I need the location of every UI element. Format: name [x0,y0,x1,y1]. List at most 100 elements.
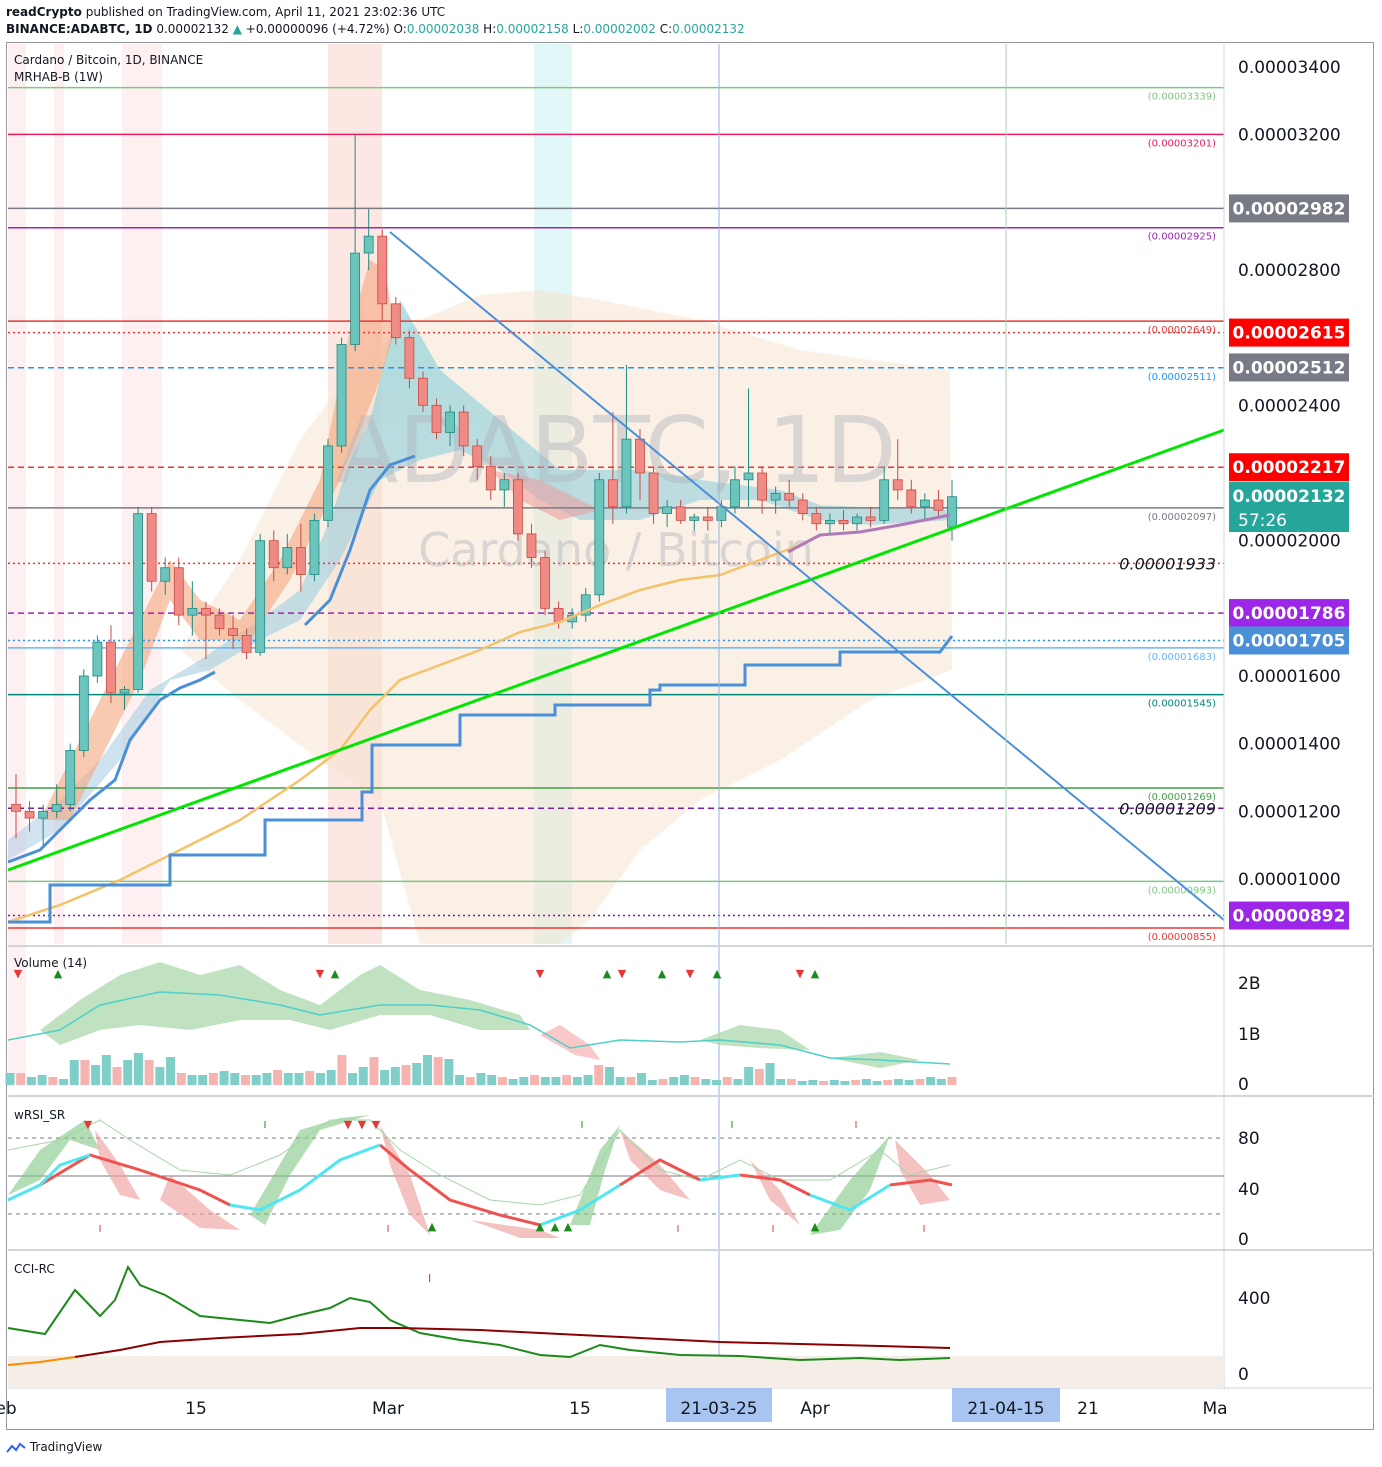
arrow-up-icon: ▲ [811,1220,820,1233]
level-annotation: 0.00001209 [1119,799,1216,818]
candle [309,513,320,582]
candle [241,628,252,660]
price-badge: 0.00002512 [1229,353,1349,382]
volume-bar [604,1067,614,1085]
arrow-up-icon: ▲ [54,967,63,980]
volume-bar [208,1073,218,1085]
time-tick: Ma [1202,1399,1227,1419]
candle [119,686,130,710]
low-value: 0.00002002 [583,22,656,36]
candle [282,533,293,575]
last-price: 0.00002132 [156,22,229,36]
legend: Cardano / Bitcoin, 1D, BINANCE MRHAB-B (… [14,53,203,84]
candle [675,500,686,524]
rsi-tick-marker: I [387,1224,390,1235]
volume-bar [819,1081,829,1085]
symbol-label: BINANCE:ADABTC, 1D [6,22,153,36]
candle [445,405,455,446]
volume-bar [669,1077,679,1085]
volume-bar [872,1081,882,1085]
svg-text:0.00001705: 0.00001705 [1233,631,1346,651]
arrow-up-icon: ▲ [811,967,820,980]
volume-bar [893,1079,903,1085]
candle [472,439,483,480]
candle [106,625,116,704]
volume-bar [883,1080,893,1085]
candle [485,456,496,501]
svg-text:21-04-15: 21-04-15 [967,1399,1044,1419]
volume-bar [476,1073,486,1085]
candle [540,550,550,616]
volume-bar [294,1073,304,1085]
arrow-up-icon: ▲ [603,967,612,980]
candle [336,337,347,453]
arrow-up-icon: ▲ [428,1220,437,1233]
price-tick: 0.00002000 [1238,532,1341,552]
volume-tick: 0 [1238,1075,1249,1095]
svg-text:0.00002512: 0.00002512 [1233,358,1346,378]
volume-bar [637,1073,647,1085]
level-label-14: (0.00001269) [1148,792,1216,803]
time-highlight-label: 21-04-15 [952,1388,1060,1422]
volume-bar [455,1075,465,1085]
volume-bar [337,1055,347,1085]
level-label-6: (0.00002511) [1148,372,1216,383]
volume-bar [808,1080,818,1085]
svg-text:0.00002132: 0.00002132 [1233,487,1346,507]
volume-bar [273,1070,283,1085]
rsi-tick: 40 [1238,1180,1260,1200]
volume-bar [401,1065,411,1085]
volume-bar [465,1077,475,1085]
volume-bar [530,1075,540,1085]
level-label-18: (0.00000855) [1148,932,1216,943]
arrow-down-icon: ▼ [618,967,627,980]
rsi-tick-marker: I [772,1224,775,1235]
volume-bar [754,1069,764,1085]
candle [92,635,103,683]
volume-bar [348,1073,358,1085]
candle [621,364,632,514]
rsi-tick-marker: I [99,1224,102,1235]
volume-bar [380,1070,390,1085]
chart-frame [6,42,1374,1430]
candle [825,513,835,534]
level-label-13: (0.00001545) [1148,699,1216,710]
time-tick: Apr [800,1399,829,1419]
rsi-tick-marker: I [923,1224,926,1235]
cci-marker: I [428,1272,431,1285]
volume-bar [48,1077,58,1085]
green-trendline [7,428,1225,872]
volume-bar [433,1057,443,1085]
candle [65,743,76,812]
arrow-down-icon: ▼ [358,1118,367,1131]
volume-bar [583,1075,593,1085]
price-change: +0.00000096 (+4.72%) [245,22,390,36]
candle [201,601,211,660]
time-tick: eb [0,1399,17,1419]
volume-bar [840,1081,850,1085]
candle [24,801,35,832]
arrow-down-icon: ▼ [84,1118,93,1131]
time-highlight-label: 21-03-25 [666,1388,772,1422]
rsi-signal-line-cyan [7,1143,891,1227]
candle [811,506,822,531]
volume-bar [733,1079,743,1085]
level-label-3: (0.00002925) [1148,232,1216,243]
volume-bar [390,1067,400,1085]
candle [228,615,238,649]
candle [702,506,713,531]
arrow-down-icon: ▼ [796,967,805,980]
cci-tick: 0 [1238,1365,1249,1385]
svg-text:0.00002982: 0.00002982 [1233,199,1346,219]
price-badge: 0.00002217 [1229,453,1349,482]
candle [526,523,537,568]
ma-purple-line [787,513,951,554]
candle [852,513,862,531]
candle [173,557,184,626]
volume-bar [315,1073,325,1085]
level-label-8: (0.00002097) [1148,512,1216,523]
candle [404,330,415,389]
volume-bar [155,1067,165,1085]
volume-bar [947,1077,957,1085]
